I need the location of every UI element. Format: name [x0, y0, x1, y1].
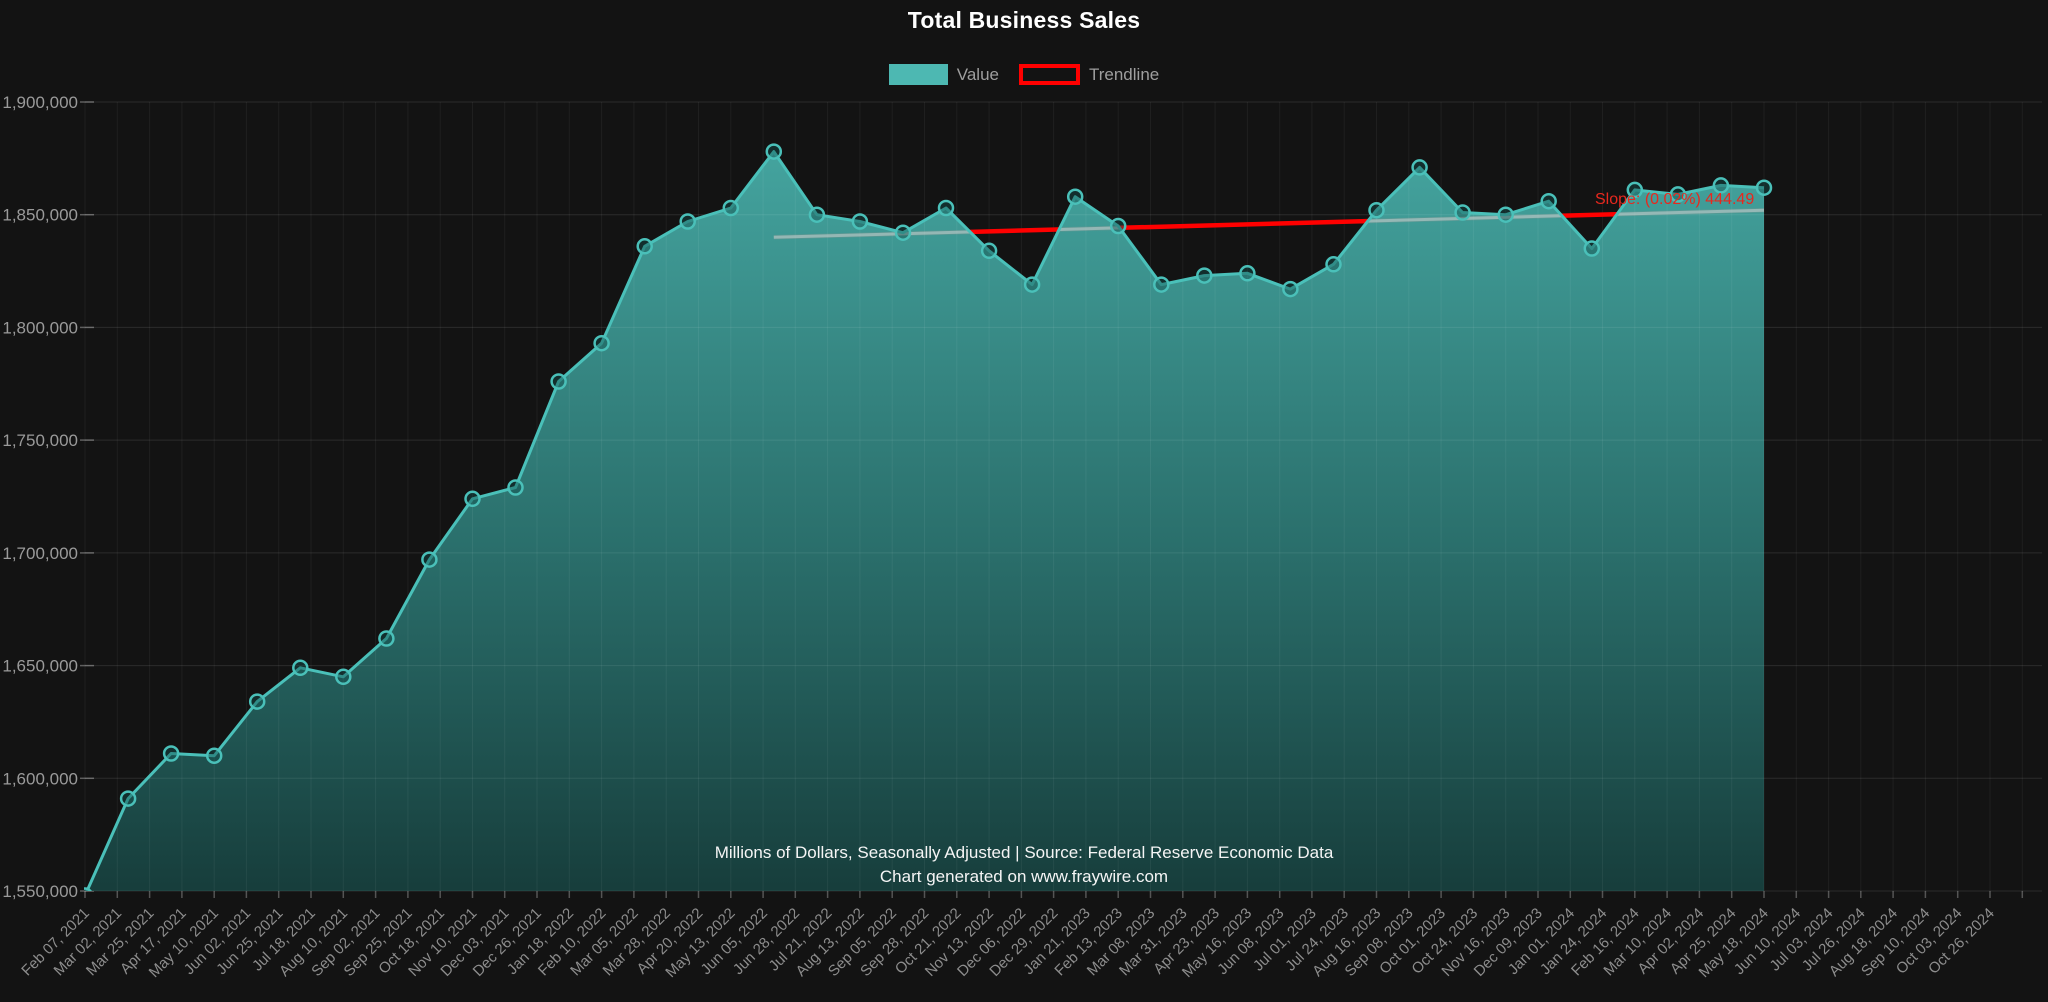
value-series-swatch-icon — [888, 64, 948, 85]
footer-source-line: Millions of Dollars, Seasonally Adjusted… — [714, 843, 1334, 862]
svg-text:1,850,000: 1,850,000 — [2, 206, 78, 225]
legend-label-trendline: Trendline — [1088, 64, 1160, 84]
chart-legend: Value Trendline — [0, 64, 2048, 85]
svg-text:1,900,000: 1,900,000 — [2, 93, 78, 112]
svg-text:1,550,000: 1,550,000 — [2, 882, 78, 901]
svg-text:1,700,000: 1,700,000 — [2, 544, 78, 563]
svg-text:1,600,000: 1,600,000 — [2, 769, 78, 788]
slope-annotation: Slope: (0.02%) 444.49 — [1595, 191, 1755, 208]
footer-generated-line: Chart generated on www.fraywire.com — [879, 867, 1169, 886]
svg-text:1,750,000: 1,750,000 — [2, 431, 78, 450]
svg-text:1,650,000: 1,650,000 — [2, 657, 78, 676]
legend-label-value: Value — [956, 64, 999, 84]
svg-text:1,800,000: 1,800,000 — [2, 318, 78, 337]
trendline-series-swatch-icon — [1018, 64, 1080, 85]
legend-item-trendline[interactable]: Trendline — [1018, 64, 1160, 85]
chart-title: Total Business Sales — [907, 7, 1141, 33]
legend-item-value[interactable]: Value — [888, 64, 999, 85]
chart-footer: Millions of Dollars, Seasonally Adjusted… — [715, 841, 1334, 889]
